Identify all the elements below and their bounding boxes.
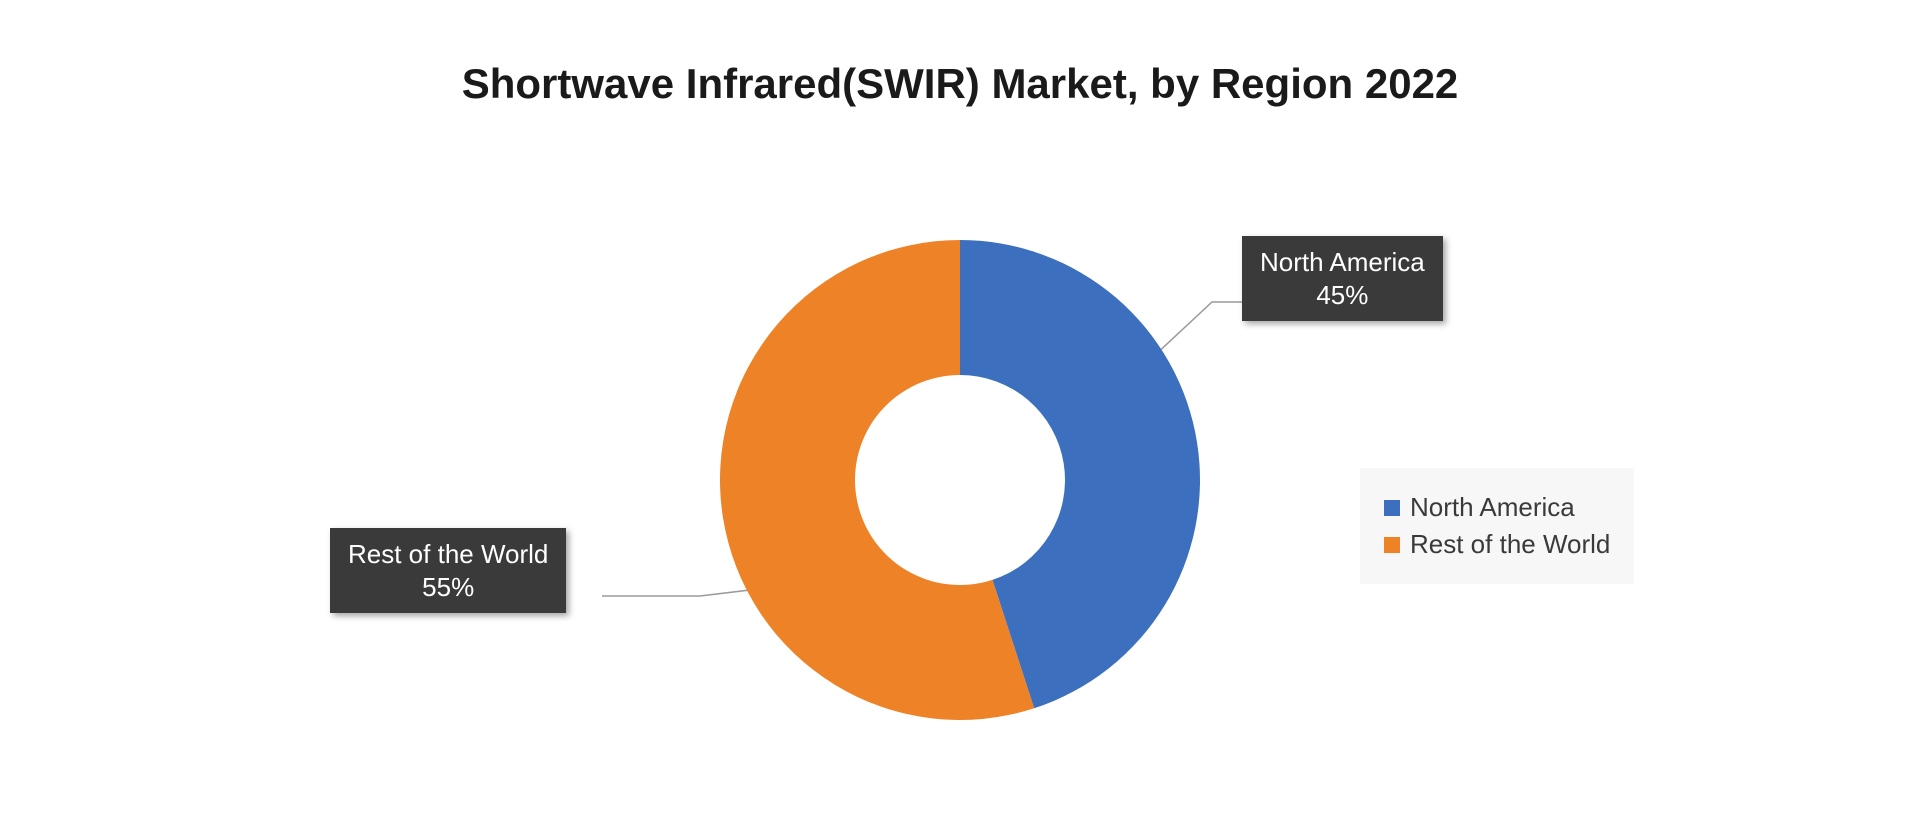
callout-value: 55% [348, 571, 548, 604]
callout-label: Rest of the World [348, 538, 548, 571]
legend-label: North America [1410, 492, 1575, 523]
legend-label: Rest of the World [1410, 529, 1610, 560]
legend-swatch [1384, 537, 1400, 553]
donut-svg [720, 240, 1200, 720]
legend-item: Rest of the World [1384, 529, 1610, 560]
callout-label: North America [1260, 246, 1425, 279]
legend-swatch [1384, 500, 1400, 516]
legend-item: North America [1384, 492, 1610, 523]
callout-value: 45% [1260, 279, 1425, 312]
legend: North America Rest of the World [1360, 468, 1634, 584]
donut-chart [720, 240, 1200, 720]
chart-title: Shortwave Infrared(SWIR) Market, by Regi… [0, 60, 1920, 108]
callout-box: Rest of the World55% [330, 528, 566, 613]
callout-box: North America45% [1242, 236, 1443, 321]
chart-container: Shortwave Infrared(SWIR) Market, by Regi… [0, 0, 1920, 818]
